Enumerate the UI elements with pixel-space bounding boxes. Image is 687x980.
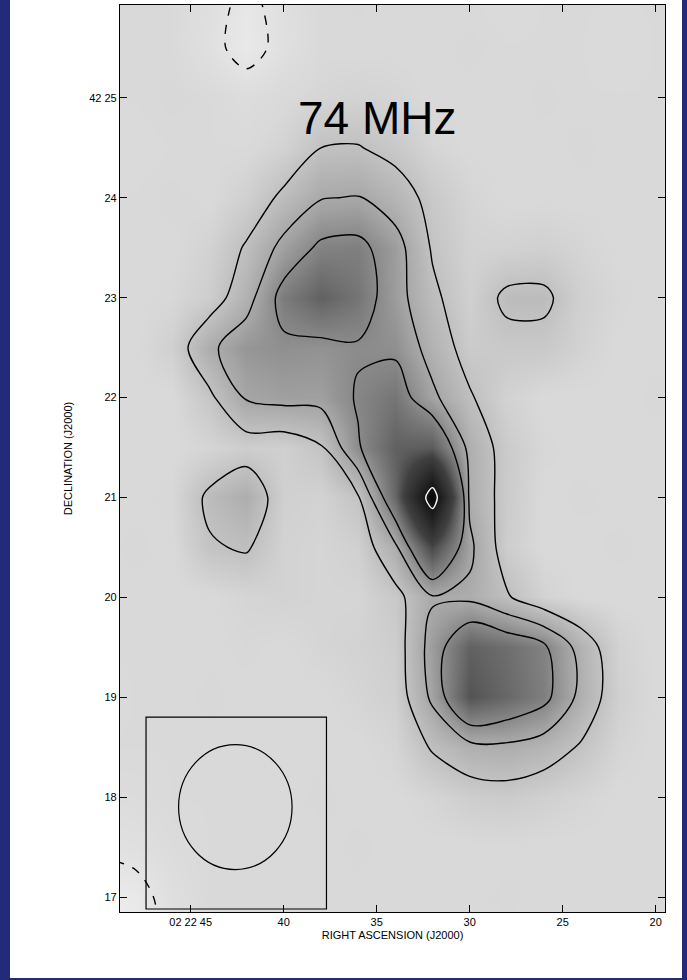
svg-text:18: 18 [104,791,116,803]
svg-text:DECLINATION (J2000): DECLINATION (J2000) [62,402,74,516]
svg-text:42 25: 42 25 [89,92,117,104]
svg-text:35: 35 [371,916,383,928]
svg-text:17: 17 [104,891,116,903]
svg-text:21: 21 [104,491,116,503]
svg-text:74 MHz: 74 MHz [298,92,456,144]
svg-text:25: 25 [557,916,569,928]
svg-text:30: 30 [464,916,476,928]
svg-text:20: 20 [650,916,662,928]
svg-text:23: 23 [104,292,116,304]
svg-text:22: 22 [104,391,116,403]
svg-text:02 22 45: 02 22 45 [169,916,212,928]
svg-text:20: 20 [104,591,116,603]
svg-text:RIGHT ASCENSION (J2000): RIGHT ASCENSION (J2000) [322,929,464,941]
svg-text:24: 24 [104,192,116,204]
svg-text:19: 19 [104,691,116,703]
svg-text:40: 40 [278,916,290,928]
